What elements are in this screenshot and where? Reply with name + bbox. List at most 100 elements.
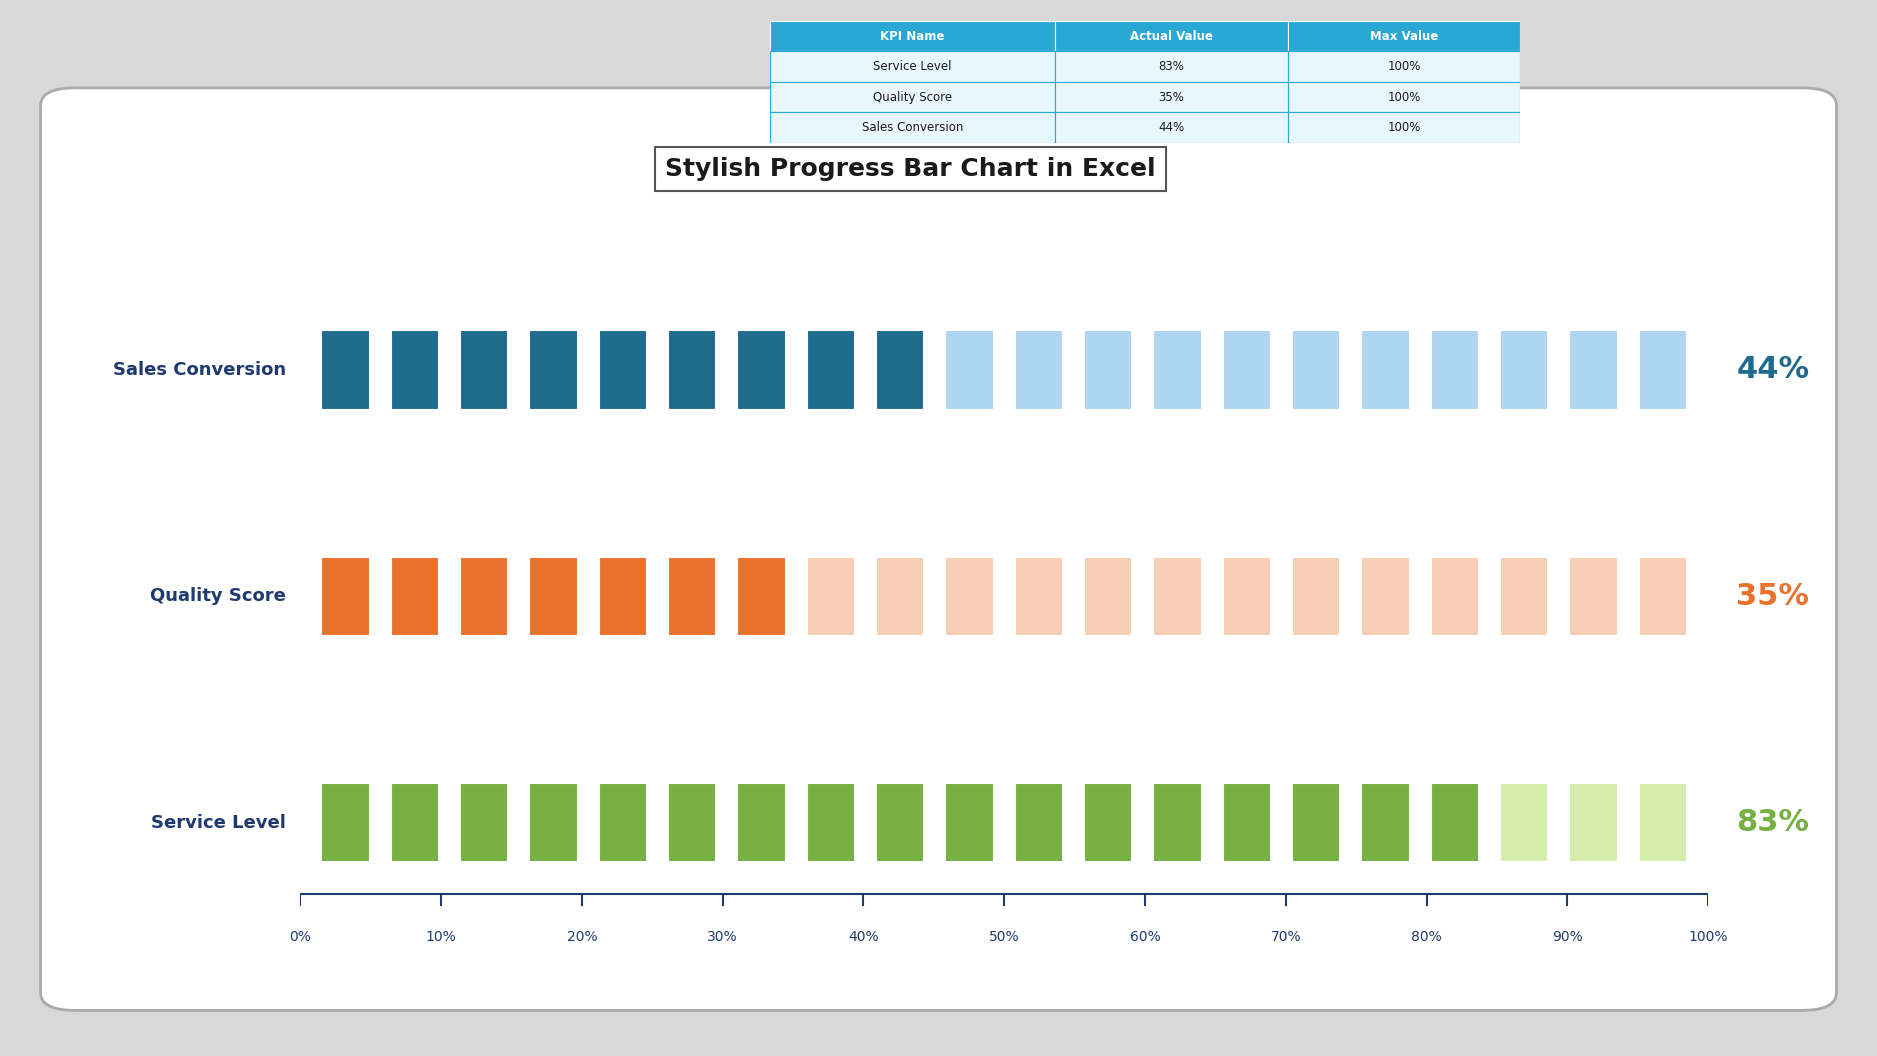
Bar: [1085, 782, 1132, 862]
Bar: [1055, 21, 1288, 52]
Text: Quality Score: Quality Score: [150, 587, 285, 605]
Bar: [599, 557, 648, 636]
Bar: [460, 782, 509, 862]
Bar: [1569, 557, 1618, 636]
Bar: [1288, 112, 1520, 143]
Bar: [321, 782, 370, 862]
Bar: [1015, 331, 1062, 410]
Bar: [1361, 557, 1410, 636]
Bar: [1639, 331, 1687, 410]
Text: Service Level: Service Level: [152, 813, 285, 831]
Bar: [529, 331, 578, 410]
Bar: [599, 782, 648, 862]
Text: 70%: 70%: [1271, 930, 1301, 944]
Bar: [1222, 557, 1271, 636]
Bar: [1055, 52, 1288, 82]
Bar: [1085, 557, 1132, 636]
Text: Max Value: Max Value: [1370, 30, 1438, 43]
Bar: [1085, 331, 1132, 410]
Bar: [807, 557, 856, 636]
Text: 80%: 80%: [1412, 930, 1442, 944]
Bar: [321, 331, 370, 410]
Text: 30%: 30%: [708, 930, 738, 944]
Text: 83%: 83%: [1158, 60, 1184, 73]
Text: Stylish Progress Bar Chart in Excel: Stylish Progress Bar Chart in Excel: [664, 157, 1156, 181]
Text: 10%: 10%: [426, 930, 456, 944]
Bar: [1500, 331, 1549, 410]
Text: 35%: 35%: [1158, 91, 1184, 103]
Bar: [738, 782, 786, 862]
Bar: [770, 52, 1055, 82]
Bar: [1291, 331, 1340, 410]
Bar: [1288, 21, 1520, 52]
Text: KPI Name: KPI Name: [880, 30, 944, 43]
Text: 100%: 100%: [1387, 91, 1421, 103]
Text: 40%: 40%: [848, 930, 878, 944]
Text: Actual Value: Actual Value: [1130, 30, 1213, 43]
Text: 100%: 100%: [1687, 930, 1729, 944]
Bar: [807, 782, 856, 862]
Bar: [877, 557, 923, 636]
Text: Sales Conversion: Sales Conversion: [862, 120, 963, 134]
Bar: [738, 331, 786, 410]
Bar: [1639, 557, 1687, 636]
Bar: [1152, 782, 1201, 862]
Text: Sales Conversion: Sales Conversion: [113, 361, 285, 379]
Bar: [390, 331, 439, 410]
Bar: [946, 782, 993, 862]
FancyBboxPatch shape: [41, 88, 1836, 1011]
Text: 83%: 83%: [1736, 808, 1809, 837]
Bar: [1015, 557, 1062, 636]
Bar: [1500, 557, 1549, 636]
Text: 50%: 50%: [989, 930, 1019, 944]
Bar: [668, 557, 717, 636]
Bar: [770, 82, 1055, 112]
Bar: [1288, 82, 1520, 112]
Bar: [390, 782, 439, 862]
Bar: [1291, 782, 1340, 862]
Bar: [1569, 782, 1618, 862]
Bar: [1152, 557, 1201, 636]
Bar: [946, 331, 993, 410]
Text: 44%: 44%: [1158, 120, 1184, 134]
Bar: [770, 112, 1055, 143]
Bar: [877, 782, 923, 862]
Bar: [460, 331, 509, 410]
Text: 100%: 100%: [1387, 120, 1421, 134]
Bar: [946, 557, 993, 636]
Bar: [1500, 782, 1549, 862]
Text: 90%: 90%: [1552, 930, 1582, 944]
Bar: [668, 331, 717, 410]
Bar: [321, 557, 370, 636]
Bar: [1152, 331, 1201, 410]
Bar: [1569, 331, 1618, 410]
Bar: [1361, 331, 1410, 410]
Bar: [807, 331, 856, 410]
Bar: [1639, 782, 1687, 862]
Bar: [390, 557, 439, 636]
Bar: [460, 557, 509, 636]
Text: 35%: 35%: [1736, 582, 1809, 610]
Text: 20%: 20%: [567, 930, 597, 944]
Bar: [770, 21, 1055, 52]
Bar: [1361, 782, 1410, 862]
Bar: [1430, 557, 1479, 636]
Bar: [1430, 331, 1479, 410]
Bar: [529, 557, 578, 636]
Bar: [877, 331, 923, 410]
Bar: [1015, 782, 1062, 862]
Bar: [1222, 782, 1271, 862]
Text: 100%: 100%: [1387, 60, 1421, 73]
Bar: [599, 331, 648, 410]
Text: 0%: 0%: [289, 930, 312, 944]
Bar: [529, 782, 578, 862]
Bar: [738, 557, 786, 636]
Text: Service Level: Service Level: [873, 60, 952, 73]
Bar: [1291, 557, 1340, 636]
Bar: [1055, 82, 1288, 112]
Text: Quality Score: Quality Score: [873, 91, 952, 103]
Bar: [1222, 331, 1271, 410]
Bar: [1055, 112, 1288, 143]
Text: 60%: 60%: [1130, 930, 1160, 944]
Text: 44%: 44%: [1736, 356, 1809, 384]
